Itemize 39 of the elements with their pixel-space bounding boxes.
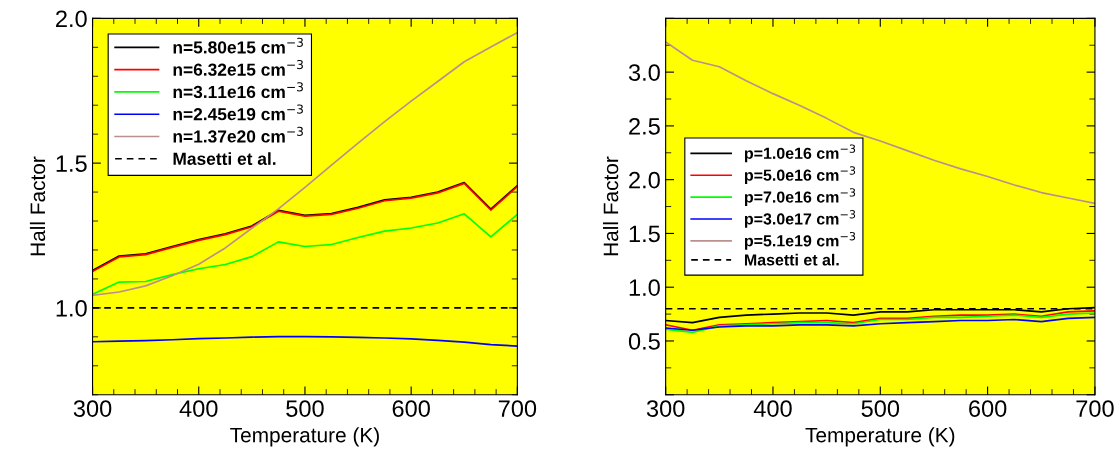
legend-label: p=5.1e19 cm$^{−3}$ — [744, 231, 856, 250]
x-axis-title: Temperature (K) — [230, 427, 379, 447]
legend-label: n=5.80e15 cm$^{−3}$ — [173, 37, 303, 54]
line-series — [92, 212, 518, 296]
y-axis-title: Hall Factor — [603, 156, 619, 256]
y-tick-label: 1.5 — [629, 225, 660, 243]
x-tick-label: 600 — [392, 400, 430, 417]
y-tick-label: 1.5 — [56, 155, 87, 172]
legend-label: n=2.45e19 cm$^{−3}$ — [173, 104, 303, 121]
x-axis-title: Temperature (K) — [805, 427, 955, 447]
x-tick-label: 300 — [646, 400, 685, 417]
y-tick-label: 2.0 — [56, 10, 87, 28]
x-tick-label: 300 — [73, 400, 112, 417]
y-tick-label: 0.5 — [628, 333, 660, 350]
x-tick-label: 400 — [753, 400, 792, 417]
x-tick-label: 600 — [969, 400, 1007, 417]
x-tick-label: 400 — [179, 400, 218, 417]
legend-label: n=3.11e16 cm$^{−3}$ — [173, 82, 303, 99]
line-series — [92, 335, 518, 347]
legend-label: p=7.0e16 cm$^{−3}$ — [744, 188, 856, 206]
y-tick-label: 2.5 — [629, 117, 660, 135]
y-tick-label: 1.0 — [56, 299, 87, 317]
x-tick-label: 700 — [498, 400, 537, 417]
legend-label: n=6.32e15 cm$^{−3}$ — [173, 59, 303, 76]
x-tick-label: 500 — [861, 400, 900, 417]
y-tick-label: 3.0 — [628, 64, 660, 81]
x-tick-label: 500 — [286, 400, 324, 417]
legend-label: Masetti et al. — [744, 253, 839, 266]
legend-label: p=3.0e17 cm$^{−3}$ — [744, 210, 856, 228]
line-series — [92, 31, 518, 297]
x-tick-label: 700 — [1076, 400, 1114, 417]
y-tick-label: 1.0 — [629, 279, 660, 296]
line-series — [665, 41, 1095, 205]
legend-label: p=1.0e16 cm$^{−3}$ — [744, 144, 856, 163]
legend-label: n=1.37e20 cm$^{−3}$ — [173, 126, 303, 143]
y-tick-label: 2.0 — [629, 171, 660, 189]
y-axis-title: Hall Factor — [29, 156, 46, 256]
legend-label: p=5.0e16 cm$^{−3}$ — [744, 166, 856, 185]
legend-label: Masetti et al. — [173, 152, 276, 165]
